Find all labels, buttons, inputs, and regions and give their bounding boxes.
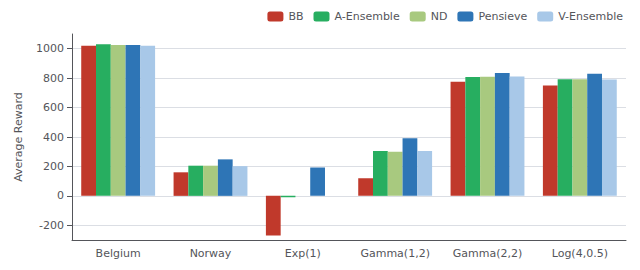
svg-text:400: 400 — [43, 131, 64, 144]
svg-text:V-Ensemble: V-Ensemble — [558, 10, 623, 23]
svg-text:800: 800 — [43, 72, 64, 85]
svg-text:Norway: Norway — [190, 247, 232, 260]
svg-text:600: 600 — [43, 101, 64, 114]
svg-text:0: 0 — [57, 189, 64, 202]
svg-text:Exp(1): Exp(1) — [285, 247, 321, 260]
svg-text:Belgium: Belgium — [96, 247, 141, 260]
svg-text:A-Ensemble: A-Ensemble — [335, 10, 400, 23]
svg-text:BB: BB — [288, 10, 303, 23]
svg-text:200: 200 — [43, 160, 64, 173]
svg-text:Average Reward: Average Reward — [12, 92, 25, 182]
svg-text:Gamma(1,2): Gamma(1,2) — [360, 247, 430, 260]
svg-text:Pensieve: Pensieve — [478, 10, 527, 23]
svg-text:ND: ND — [431, 10, 448, 23]
svg-text:-200: -200 — [39, 219, 64, 232]
svg-text:Gamma(2,2): Gamma(2,2) — [453, 247, 523, 260]
svg-text:Log(4,0.5): Log(4,0.5) — [552, 247, 608, 260]
svg-text:1000: 1000 — [36, 42, 64, 55]
